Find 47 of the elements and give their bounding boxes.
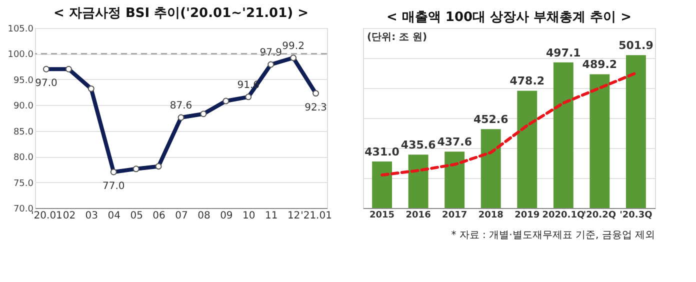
x-tick-label: 12	[287, 210, 300, 222]
x-tick-label: 2020.1Q	[542, 210, 585, 220]
data-label: 452.6	[473, 113, 509, 126]
data-label: 478.2	[510, 74, 545, 88]
x-tick-label: 10	[242, 210, 256, 222]
y-tick-label: 105.0	[8, 24, 34, 34]
annotation: (단위: 조 원)	[367, 32, 428, 43]
x-tick-label: 2016	[406, 210, 431, 220]
x-tick-label: 03	[85, 210, 98, 222]
data-label: 437.6	[437, 136, 472, 149]
text: * 자료 : 개별·별도재무제표 기준, 금융업 제외	[451, 230, 655, 241]
x-tick-label: 05	[130, 210, 143, 222]
y-tick-label: 90.0	[13, 102, 34, 112]
y-tick-label: 85.0	[13, 127, 34, 138]
x-tick-label: 2015	[370, 210, 395, 220]
data-label: 97.0	[35, 78, 58, 90]
x-tick-label: 04	[108, 210, 120, 222]
x-tick-label: 2018	[478, 210, 504, 220]
x-tick-label: 07	[175, 210, 188, 222]
x-tick-label: '20.3Q	[620, 210, 653, 220]
data-label: 97.9	[260, 48, 282, 59]
y-tick-label: 100.0	[8, 50, 34, 60]
x-tick-label: '21.01	[300, 210, 332, 222]
y-tick-label: 70.0	[13, 204, 34, 214]
data-label: 87.6	[170, 100, 192, 112]
x-tick-label: 02	[62, 210, 76, 222]
x-tick-label: 09	[220, 210, 233, 222]
x-tick-label: 2017	[442, 210, 468, 220]
y-tick-label: 75.0	[13, 178, 34, 189]
data-label: 92.3	[304, 102, 327, 114]
x-tick-label: 11	[264, 210, 278, 222]
data-label: 497.1	[546, 46, 581, 60]
x-tick-label: 06	[152, 210, 166, 222]
chart-title: < 매출액 100대 상장사 부채총계 추이 >	[386, 10, 632, 25]
data-label: 431.0	[364, 146, 400, 158]
data-label: 501.9	[618, 39, 654, 52]
x-tick-label: 08	[198, 210, 210, 222]
data-label: 77.0	[102, 181, 125, 192]
y-tick-label: 95.0	[13, 76, 34, 86]
data-label: 99.2	[282, 40, 304, 52]
data-label: 489.2	[582, 58, 618, 72]
x-tick-label: 2019	[514, 210, 540, 220]
x-tick-label: '20.01	[31, 210, 62, 222]
y-tick-label: 80.0	[13, 153, 34, 164]
data-label: 435.6	[400, 138, 436, 152]
chart-title: < 자금사정 BSI 추이('20.01~'21.01) >	[54, 6, 308, 21]
x-tick-label: '20.2Q	[583, 210, 616, 220]
